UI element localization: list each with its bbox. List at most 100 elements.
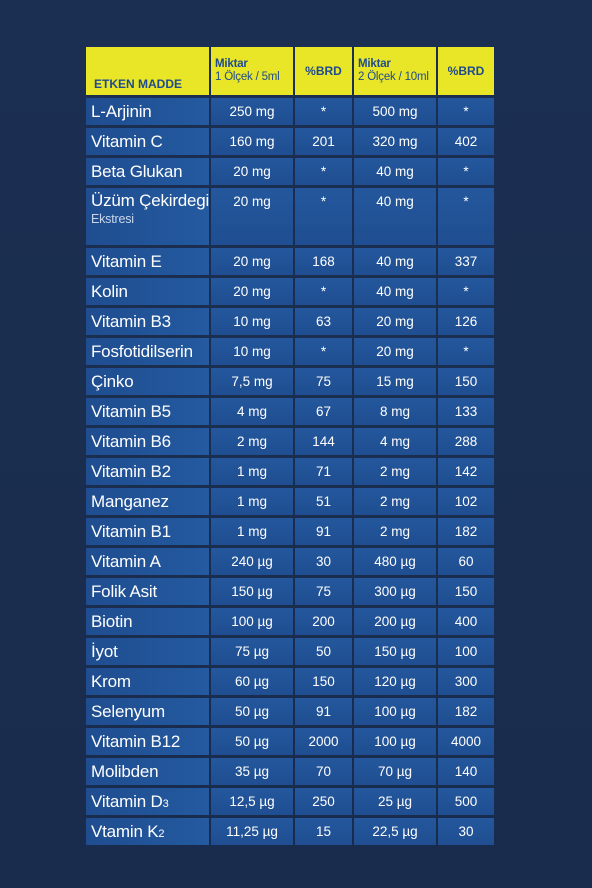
rda-2-cell: 500: [438, 788, 494, 815]
amount-1-cell: 50 µg: [211, 728, 293, 755]
table-row: Vitamin A 240 µg 30 480 µg 60: [86, 548, 494, 575]
amount-1-cell: 1 mg: [211, 458, 293, 485]
table-row: İyot 75 µg 50 150 µg 100: [86, 638, 494, 665]
ingredient-name-text: Vitamin C: [91, 131, 163, 151]
ingredient-name: Molibden: [86, 758, 209, 785]
rda-2-cell: 30: [438, 818, 494, 845]
rda-2-cell: 140: [438, 758, 494, 785]
rda-2-cell: 126: [438, 308, 494, 335]
ingredient-name: Biotin: [86, 608, 209, 635]
amount-1-cell: 60 µg: [211, 668, 293, 695]
amount-2-cell: 25 µg: [354, 788, 436, 815]
rda-1-cell: *: [295, 278, 352, 305]
amount-2-cell: 20 mg: [354, 308, 436, 335]
table-row: Vitamin B12 50 µg 2000 100 µg 4000: [86, 728, 494, 755]
ingredient-name-text: Krom: [91, 671, 131, 691]
rda-1-cell: 91: [295, 518, 352, 545]
rda-1-cell: 150: [295, 668, 352, 695]
ingredient-name: Fosfotidilserin: [86, 338, 209, 365]
header-rda-2: %BRD: [438, 47, 494, 95]
amount-1-cell: 35 µg: [211, 758, 293, 785]
rda-2-cell: 150: [438, 368, 494, 395]
ingredient-name-text: Vitamin D: [91, 791, 163, 811]
amount-1-cell: 160 mg: [211, 128, 293, 155]
rda-2-cell: 102: [438, 488, 494, 515]
ingredient-name-text: Molibden: [91, 761, 159, 781]
ingredient-name: Manganez: [86, 488, 209, 515]
table-row: Beta Glukan 20 mg * 40 mg *: [86, 158, 494, 185]
table-row: Fosfotidilserin 10 mg * 20 mg *: [86, 338, 494, 365]
rda-1-cell: 75: [295, 578, 352, 605]
ingredient-name: Çinko: [86, 368, 209, 395]
amount-2-cell: 4 mg: [354, 428, 436, 455]
rda-1-cell: 75: [295, 368, 352, 395]
rda-2-cell: *: [438, 158, 494, 185]
ingredient-name-text: Vitamin B2: [91, 461, 171, 481]
amount-1-cell: 11,25 µg: [211, 818, 293, 845]
rda-1-cell: 67: [295, 398, 352, 425]
rda-2-cell: 150: [438, 578, 494, 605]
ingredient-name: Vitamin B6: [86, 428, 209, 455]
amount-1-cell: 4 mg: [211, 398, 293, 425]
ingredient-name-text: İyot: [91, 641, 118, 661]
rda-1-cell: 201: [295, 128, 352, 155]
ingredient-name: Üzüm Çekirdegi Ekstresi: [86, 188, 209, 245]
ingredient-name-text: Manganez: [91, 491, 169, 511]
ingredient-name-text: Vitamin B3: [91, 311, 171, 331]
rda-2-cell: 133: [438, 398, 494, 425]
amount-2-cell: 22,5 µg: [354, 818, 436, 845]
amount-2-cell: 200 µg: [354, 608, 436, 635]
amount-2-cell: 120 µg: [354, 668, 436, 695]
ingredient-name-text: Vtamin K: [91, 821, 159, 841]
ingredient-name-subline: Ekstresi: [91, 212, 134, 226]
ingredient-name: Vitamin B5: [86, 398, 209, 425]
rda-2-cell: *: [438, 338, 494, 365]
ingredient-name-text: Çinko: [91, 371, 134, 391]
rda-1-cell: 51: [295, 488, 352, 515]
table-row: Vtamin K2 11,25 µg 15 22,5 µg 30: [86, 818, 494, 845]
amount-1-cell: 20 mg: [211, 188, 293, 245]
amount-2-cell: 480 µg: [354, 548, 436, 575]
table-row: Krom 60 µg 150 120 µg 300: [86, 668, 494, 695]
table-row: L-Arjinin 250 mg * 500 mg *: [86, 98, 494, 125]
table-row: Manganez 1 mg 51 2 mg 102: [86, 488, 494, 515]
header-amount-2: Miktar 2 Ölçek / 10ml: [354, 47, 436, 95]
amount-1-cell: 150 µg: [211, 578, 293, 605]
rda-1-cell: *: [295, 338, 352, 365]
table-row: Çinko 7,5 mg 75 15 mg 150: [86, 368, 494, 395]
amount-2-cell: 40 mg: [354, 188, 436, 245]
ingredient-name-text: L-Arjinin: [91, 101, 152, 121]
amount-2-cell: 100 µg: [354, 728, 436, 755]
amount-1-cell: 2 mg: [211, 428, 293, 455]
rda-2-cell: 60: [438, 548, 494, 575]
rda-2-cell: 182: [438, 698, 494, 725]
amount-2-cell: 40 mg: [354, 248, 436, 275]
rda-2-cell: 300: [438, 668, 494, 695]
header-amount-2-line2: 2 Ölçek / 10ml: [358, 71, 429, 83]
ingredient-name-text: Folik Asit: [91, 581, 158, 601]
rda-2-cell: 400: [438, 608, 494, 635]
ingredient-name: Vtamin K2: [86, 818, 209, 845]
amount-2-cell: 8 mg: [354, 398, 436, 425]
table-row: Vitamin B2 1 mg 71 2 mg 142: [86, 458, 494, 485]
amount-2-cell: 2 mg: [354, 458, 436, 485]
amount-2-cell: 320 mg: [354, 128, 436, 155]
header-amount-1-line2: 1 Ölçek / 5ml: [215, 71, 280, 83]
amount-1-cell: 1 mg: [211, 488, 293, 515]
ingredient-name-subscript: 2: [158, 827, 165, 840]
header-amount-1-line1: Miktar: [215, 58, 248, 70]
rda-1-cell: *: [295, 98, 352, 125]
ingredient-name-text: Vitamin E: [91, 251, 162, 271]
ingredient-name-text: Vitamin A: [91, 551, 161, 571]
rda-1-cell: 15: [295, 818, 352, 845]
ingredient-name-text: Vitamin B12: [91, 731, 181, 751]
table-row: Biotin 100 µg 200 200 µg 400: [86, 608, 494, 635]
table-row: Vitamin B1 1 mg 91 2 mg 182: [86, 518, 494, 545]
ingredient-name: Kolin: [86, 278, 209, 305]
ingredient-name-text: Selenyum: [91, 701, 165, 721]
ingredient-name-text: Fosfotidilserin: [91, 341, 193, 361]
amount-1-cell: 20 mg: [211, 248, 293, 275]
ingredient-name-text: Beta Glukan: [91, 161, 183, 181]
header-ingredient: ETKEN MADDE: [86, 47, 209, 95]
ingredient-name: L-Arjinin: [86, 98, 209, 125]
